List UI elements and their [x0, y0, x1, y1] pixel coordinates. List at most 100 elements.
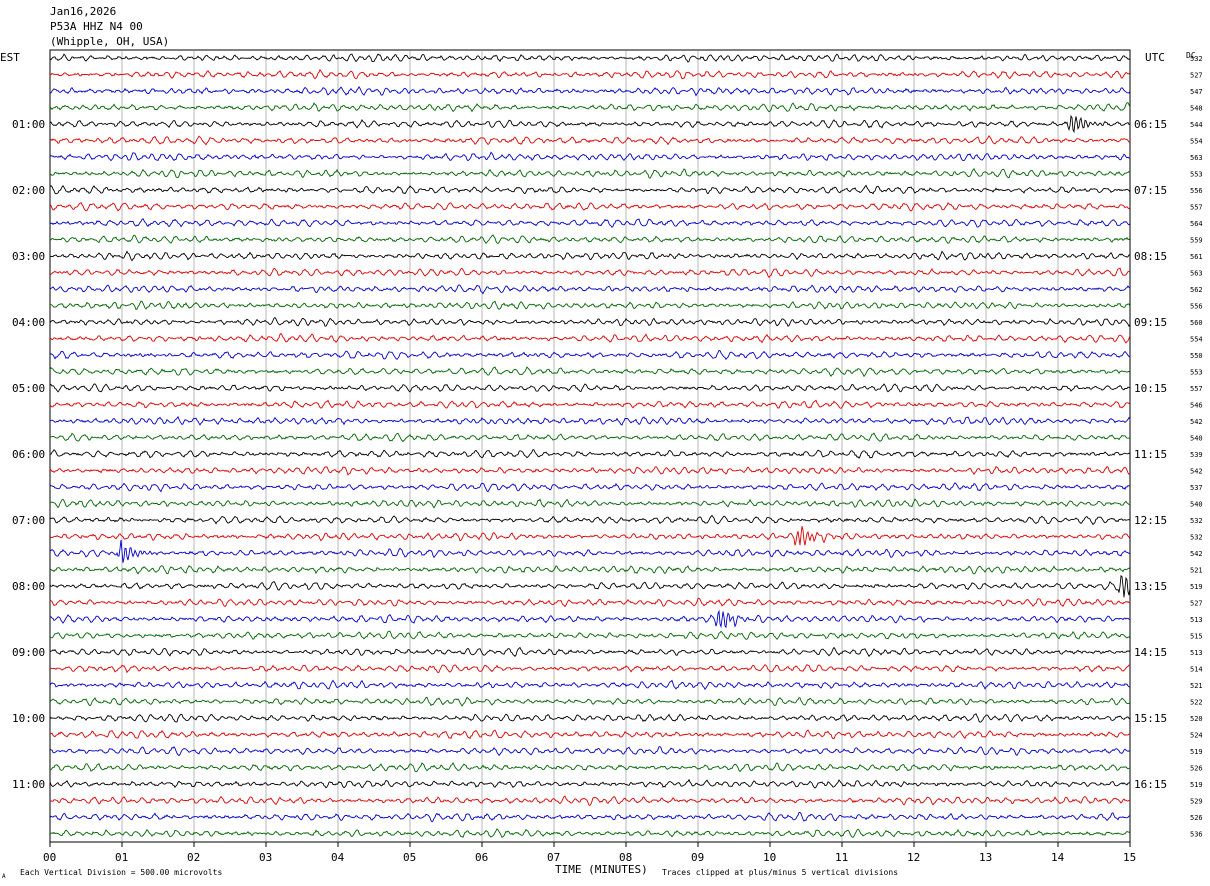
trace-row — [49, 574, 1131, 598]
dc-offset-label: 522 — [1190, 699, 1203, 707]
trace-row — [49, 811, 1131, 823]
right-hour-label: 12:15 — [1134, 514, 1167, 527]
x-tick-label: 03 — [259, 851, 272, 864]
trace-row — [49, 466, 1131, 476]
dc-offset-label: 515 — [1190, 633, 1203, 641]
trace-row — [49, 609, 1131, 629]
scale-note: Each Vertical Division = 500.00 microvol… — [20, 868, 222, 877]
dc-offset-label: 560 — [1190, 319, 1203, 327]
dc-offset-label: 526 — [1190, 814, 1203, 822]
trace-row — [49, 250, 1130, 262]
right-hour-label: 09:15 — [1134, 316, 1167, 329]
corner-mark: A — [2, 873, 6, 880]
dc-offset-label: 562 — [1190, 286, 1203, 294]
trace-row — [49, 761, 1131, 773]
dc-offset-label: 548 — [1190, 105, 1203, 113]
trace-row — [49, 317, 1131, 328]
trace-row — [49, 68, 1131, 80]
left-hour-label: 05:00 — [12, 382, 45, 395]
dc-offset-label: 542 — [1190, 468, 1203, 476]
x-tick-label: 06 — [475, 851, 488, 864]
dc-offset-labels: 532 527 547 548 544 554 563 553 556 557 564 559 561 5… — [1190, 55, 1203, 839]
header-block: Jan16,2026 P53A HHZ N4 00 (Whipple, OH, … — [50, 4, 169, 49]
left-hour-label: 08:00 — [12, 580, 45, 593]
trace-row — [49, 729, 1131, 740]
left-hour-label: 02:00 — [12, 184, 45, 197]
right-hour-label: 07:15 — [1134, 184, 1167, 197]
trace-row — [49, 218, 1131, 228]
right-hour-label: 14:15 — [1134, 646, 1167, 659]
trace-row — [49, 415, 1131, 426]
dc-offset-label: 544 — [1190, 121, 1203, 129]
right-hour-label: 13:15 — [1134, 580, 1167, 593]
x-tick-label: 14 — [1051, 851, 1065, 864]
trace-row — [49, 630, 1131, 640]
trace-row — [49, 167, 1131, 179]
dc-offset-label: 556 — [1190, 187, 1203, 195]
trace-row — [49, 646, 1131, 658]
dc-offset-label: 540 — [1190, 501, 1203, 509]
trace-row — [49, 267, 1131, 279]
dc-offset-label: 542 — [1190, 550, 1203, 558]
left-hour-label: 07:00 — [12, 514, 45, 527]
x-tick-label: 01 — [115, 851, 128, 864]
trace-row — [50, 448, 1131, 460]
dc-offset-label: 536 — [1190, 831, 1203, 839]
date-label: Jan16,2026 — [50, 5, 117, 18]
dc-offset-label: 532 — [1190, 534, 1203, 542]
left-hour-label: 01:00 — [12, 118, 45, 131]
trace-row — [49, 498, 1131, 509]
trace-row — [49, 332, 1131, 344]
left-hour-label: 04:00 — [12, 316, 45, 329]
dc-offset-label: 563 — [1190, 270, 1203, 278]
plot-border — [49, 49, 1131, 843]
dc-offset-label: 519 — [1190, 781, 1203, 789]
right-hour-labels: 06:15 07:15 08:15 09:15 10:15 11:15 12:15 13:15… — [1134, 118, 1167, 791]
x-tick-label: 09 — [691, 851, 704, 864]
right-hour-label: 06:15 — [1134, 118, 1167, 131]
trace-row — [49, 201, 1131, 212]
trace-row — [49, 234, 1131, 245]
trace-row — [49, 284, 1131, 295]
dc-offset-label: 521 — [1190, 682, 1203, 690]
x-tick-label: 04 — [331, 851, 345, 864]
dc-offset-label: 513 — [1190, 649, 1203, 657]
x-tick-label: 12 — [907, 851, 920, 864]
dc-offset-label: 564 — [1190, 220, 1203, 228]
left-hour-label: 10:00 — [12, 712, 45, 725]
trace-row — [49, 778, 1131, 789]
dc-offset-label: 542 — [1190, 418, 1203, 426]
trace-row — [49, 482, 1131, 493]
trace-row — [49, 526, 1131, 546]
dc-offset-label: 553 — [1190, 369, 1203, 377]
dc-offset-label: 537 — [1190, 484, 1203, 492]
dc-offset-label: 527 — [1190, 72, 1203, 80]
dc-offset-label: 553 — [1190, 171, 1203, 179]
dc-offset-label: 521 — [1190, 567, 1203, 575]
dc-offset-label: 554 — [1190, 138, 1203, 146]
left-hour-labels: 01:00 02:00 03:00 04:00 05:00 06:00 07:00 08:00… — [12, 118, 45, 791]
dc-offset-label: 550 — [1190, 352, 1203, 360]
dc-offset-label: 519 — [1190, 583, 1203, 591]
x-axis-title: TIME (MINUTES) — [555, 863, 648, 876]
location-label: (Whipple, OH, USA) — [50, 35, 170, 48]
trace-row — [49, 151, 1131, 162]
trace-row — [49, 366, 1131, 378]
x-tick-label: 10 — [763, 851, 776, 864]
trace-row — [49, 102, 1131, 113]
trace-row — [49, 86, 1131, 97]
dc-offset-label: 527 — [1190, 600, 1203, 608]
right-hour-label: 15:15 — [1134, 712, 1167, 725]
trace-row — [49, 383, 1131, 393]
right-timezone-label: UTC — [1145, 51, 1165, 64]
right-hour-label: 16:15 — [1134, 778, 1167, 791]
dc-offset-label: 529 — [1190, 798, 1203, 806]
dc-offset-label: 556 — [1190, 303, 1203, 311]
left-timezone-label: EST — [0, 51, 20, 64]
trace-row — [49, 713, 1131, 723]
trace-group — [49, 53, 1131, 838]
dc-offset-label: 557 — [1190, 385, 1203, 393]
trace-row — [49, 597, 1131, 608]
right-hour-label: 11:15 — [1134, 448, 1167, 461]
